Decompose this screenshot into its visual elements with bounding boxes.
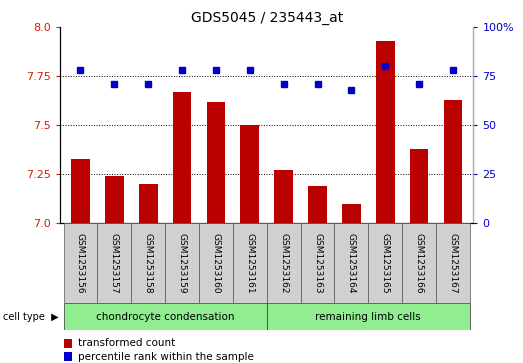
Text: transformed count: transformed count — [78, 338, 175, 348]
Bar — [165, 223, 199, 303]
Bar — [402, 223, 436, 303]
Bar — [64, 339, 72, 348]
Bar — [199, 223, 233, 303]
Text: GSM1253165: GSM1253165 — [381, 233, 390, 294]
Bar — [233, 223, 267, 303]
Bar — [444, 100, 462, 223]
Text: GSM1253164: GSM1253164 — [347, 233, 356, 293]
Bar — [139, 184, 157, 223]
Bar — [64, 352, 72, 361]
Text: GSM1253157: GSM1253157 — [110, 233, 119, 294]
Text: GSM1253159: GSM1253159 — [178, 233, 187, 294]
Text: GSM1253161: GSM1253161 — [245, 233, 254, 294]
Text: GSM1253166: GSM1253166 — [415, 233, 424, 294]
Bar — [267, 303, 470, 330]
Text: GSM1253160: GSM1253160 — [211, 233, 220, 294]
Text: GSM1253158: GSM1253158 — [144, 233, 153, 294]
Bar — [376, 41, 394, 223]
Bar — [207, 102, 225, 223]
Bar — [267, 223, 301, 303]
Text: remaining limb cells: remaining limb cells — [315, 312, 421, 322]
Bar — [342, 204, 361, 223]
Bar — [97, 223, 131, 303]
Bar — [436, 223, 470, 303]
Bar — [131, 223, 165, 303]
Bar — [368, 223, 402, 303]
Title: GDS5045 / 235443_at: GDS5045 / 235443_at — [190, 11, 343, 25]
Bar — [275, 170, 293, 223]
Bar — [410, 149, 428, 223]
Text: chondrocyte condensation: chondrocyte condensation — [96, 312, 234, 322]
Text: GSM1253156: GSM1253156 — [76, 233, 85, 294]
Bar — [105, 176, 123, 223]
Text: cell type  ▶: cell type ▶ — [3, 312, 58, 322]
Bar — [301, 223, 335, 303]
Bar — [308, 186, 327, 223]
Text: GSM1253162: GSM1253162 — [279, 233, 288, 293]
Bar — [173, 92, 191, 223]
Text: GSM1253167: GSM1253167 — [449, 233, 458, 294]
Bar — [335, 223, 368, 303]
Text: percentile rank within the sample: percentile rank within the sample — [78, 352, 254, 362]
Bar — [71, 159, 90, 223]
Bar — [241, 125, 259, 223]
Bar — [63, 223, 97, 303]
Bar — [63, 303, 267, 330]
Text: GSM1253163: GSM1253163 — [313, 233, 322, 294]
